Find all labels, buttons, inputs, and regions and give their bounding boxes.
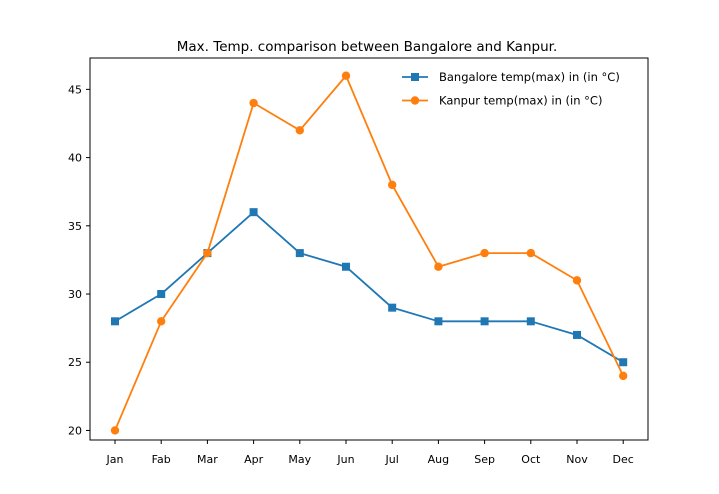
- x-tick-label: Jun: [336, 453, 354, 466]
- y-tick-label: 30: [68, 288, 82, 301]
- data-point: [157, 290, 166, 299]
- series-line-1: [114, 74, 625, 431]
- data-point: [388, 303, 397, 312]
- x-tick-label: Dec: [613, 453, 634, 466]
- legend: Bangalore temp(max) in (in °C) Kanpur tem…: [402, 70, 620, 108]
- data-point: [249, 98, 258, 108]
- y-axis: 20 25 30 35 40 45: [68, 83, 90, 437]
- data-point: [157, 317, 166, 326]
- data-point: [619, 358, 628, 367]
- data-point: [110, 426, 120, 435]
- x-tick-label: Jan: [106, 453, 124, 466]
- legend-marker: [410, 96, 420, 105]
- y-tick-label: 35: [68, 220, 82, 233]
- data-point: [249, 208, 258, 217]
- x-tick-label: Fab: [152, 453, 171, 466]
- data-point: [619, 371, 628, 381]
- data-point: [342, 262, 350, 271]
- data-point: [388, 180, 397, 190]
- x-tick-label: Jul: [385, 453, 399, 466]
- y-tick-label: 45: [68, 83, 82, 96]
- data-point: [480, 248, 489, 258]
- data-point: [341, 71, 351, 80]
- x-axis: Jan Fab Mar Apr May Jun Jul Aug Sep Oct Nov Dec: [106, 440, 634, 466]
- y-tick-label: 40: [68, 152, 82, 165]
- data-point: [480, 317, 489, 326]
- data-point: [434, 317, 443, 326]
- x-tick-label: Mar: [197, 453, 218, 466]
- data-point: [526, 248, 535, 258]
- chart-title: Max. Temp. comparison between Bangalore …: [177, 39, 558, 55]
- data-point: [526, 317, 535, 326]
- plot-area: [89, 57, 649, 441]
- legend-marker: [411, 73, 419, 81]
- series-line-0: [114, 211, 624, 364]
- data-point: [434, 262, 443, 271]
- data-point: [295, 126, 304, 135]
- x-tick-label: Nov: [566, 453, 588, 466]
- x-tick-label: Apr: [244, 453, 264, 466]
- legend-label: Bangalore temp(max) in (in °C): [439, 70, 620, 84]
- x-tick-label: Aug: [428, 453, 449, 466]
- series-layer: [110, 71, 628, 435]
- x-tick-label: May: [288, 453, 311, 466]
- data-point: [295, 249, 304, 258]
- data-point: [573, 330, 581, 339]
- y-tick-label: 20: [68, 424, 82, 437]
- legend-label: Kanpur temp(max) in (in °C): [439, 94, 602, 108]
- y-tick-label: 25: [68, 356, 82, 369]
- data-point: [111, 317, 119, 326]
- x-tick-label: Sep: [474, 453, 495, 466]
- x-tick-label: Oct: [521, 453, 541, 466]
- data-point: [203, 248, 212, 258]
- data-point: [572, 276, 582, 285]
